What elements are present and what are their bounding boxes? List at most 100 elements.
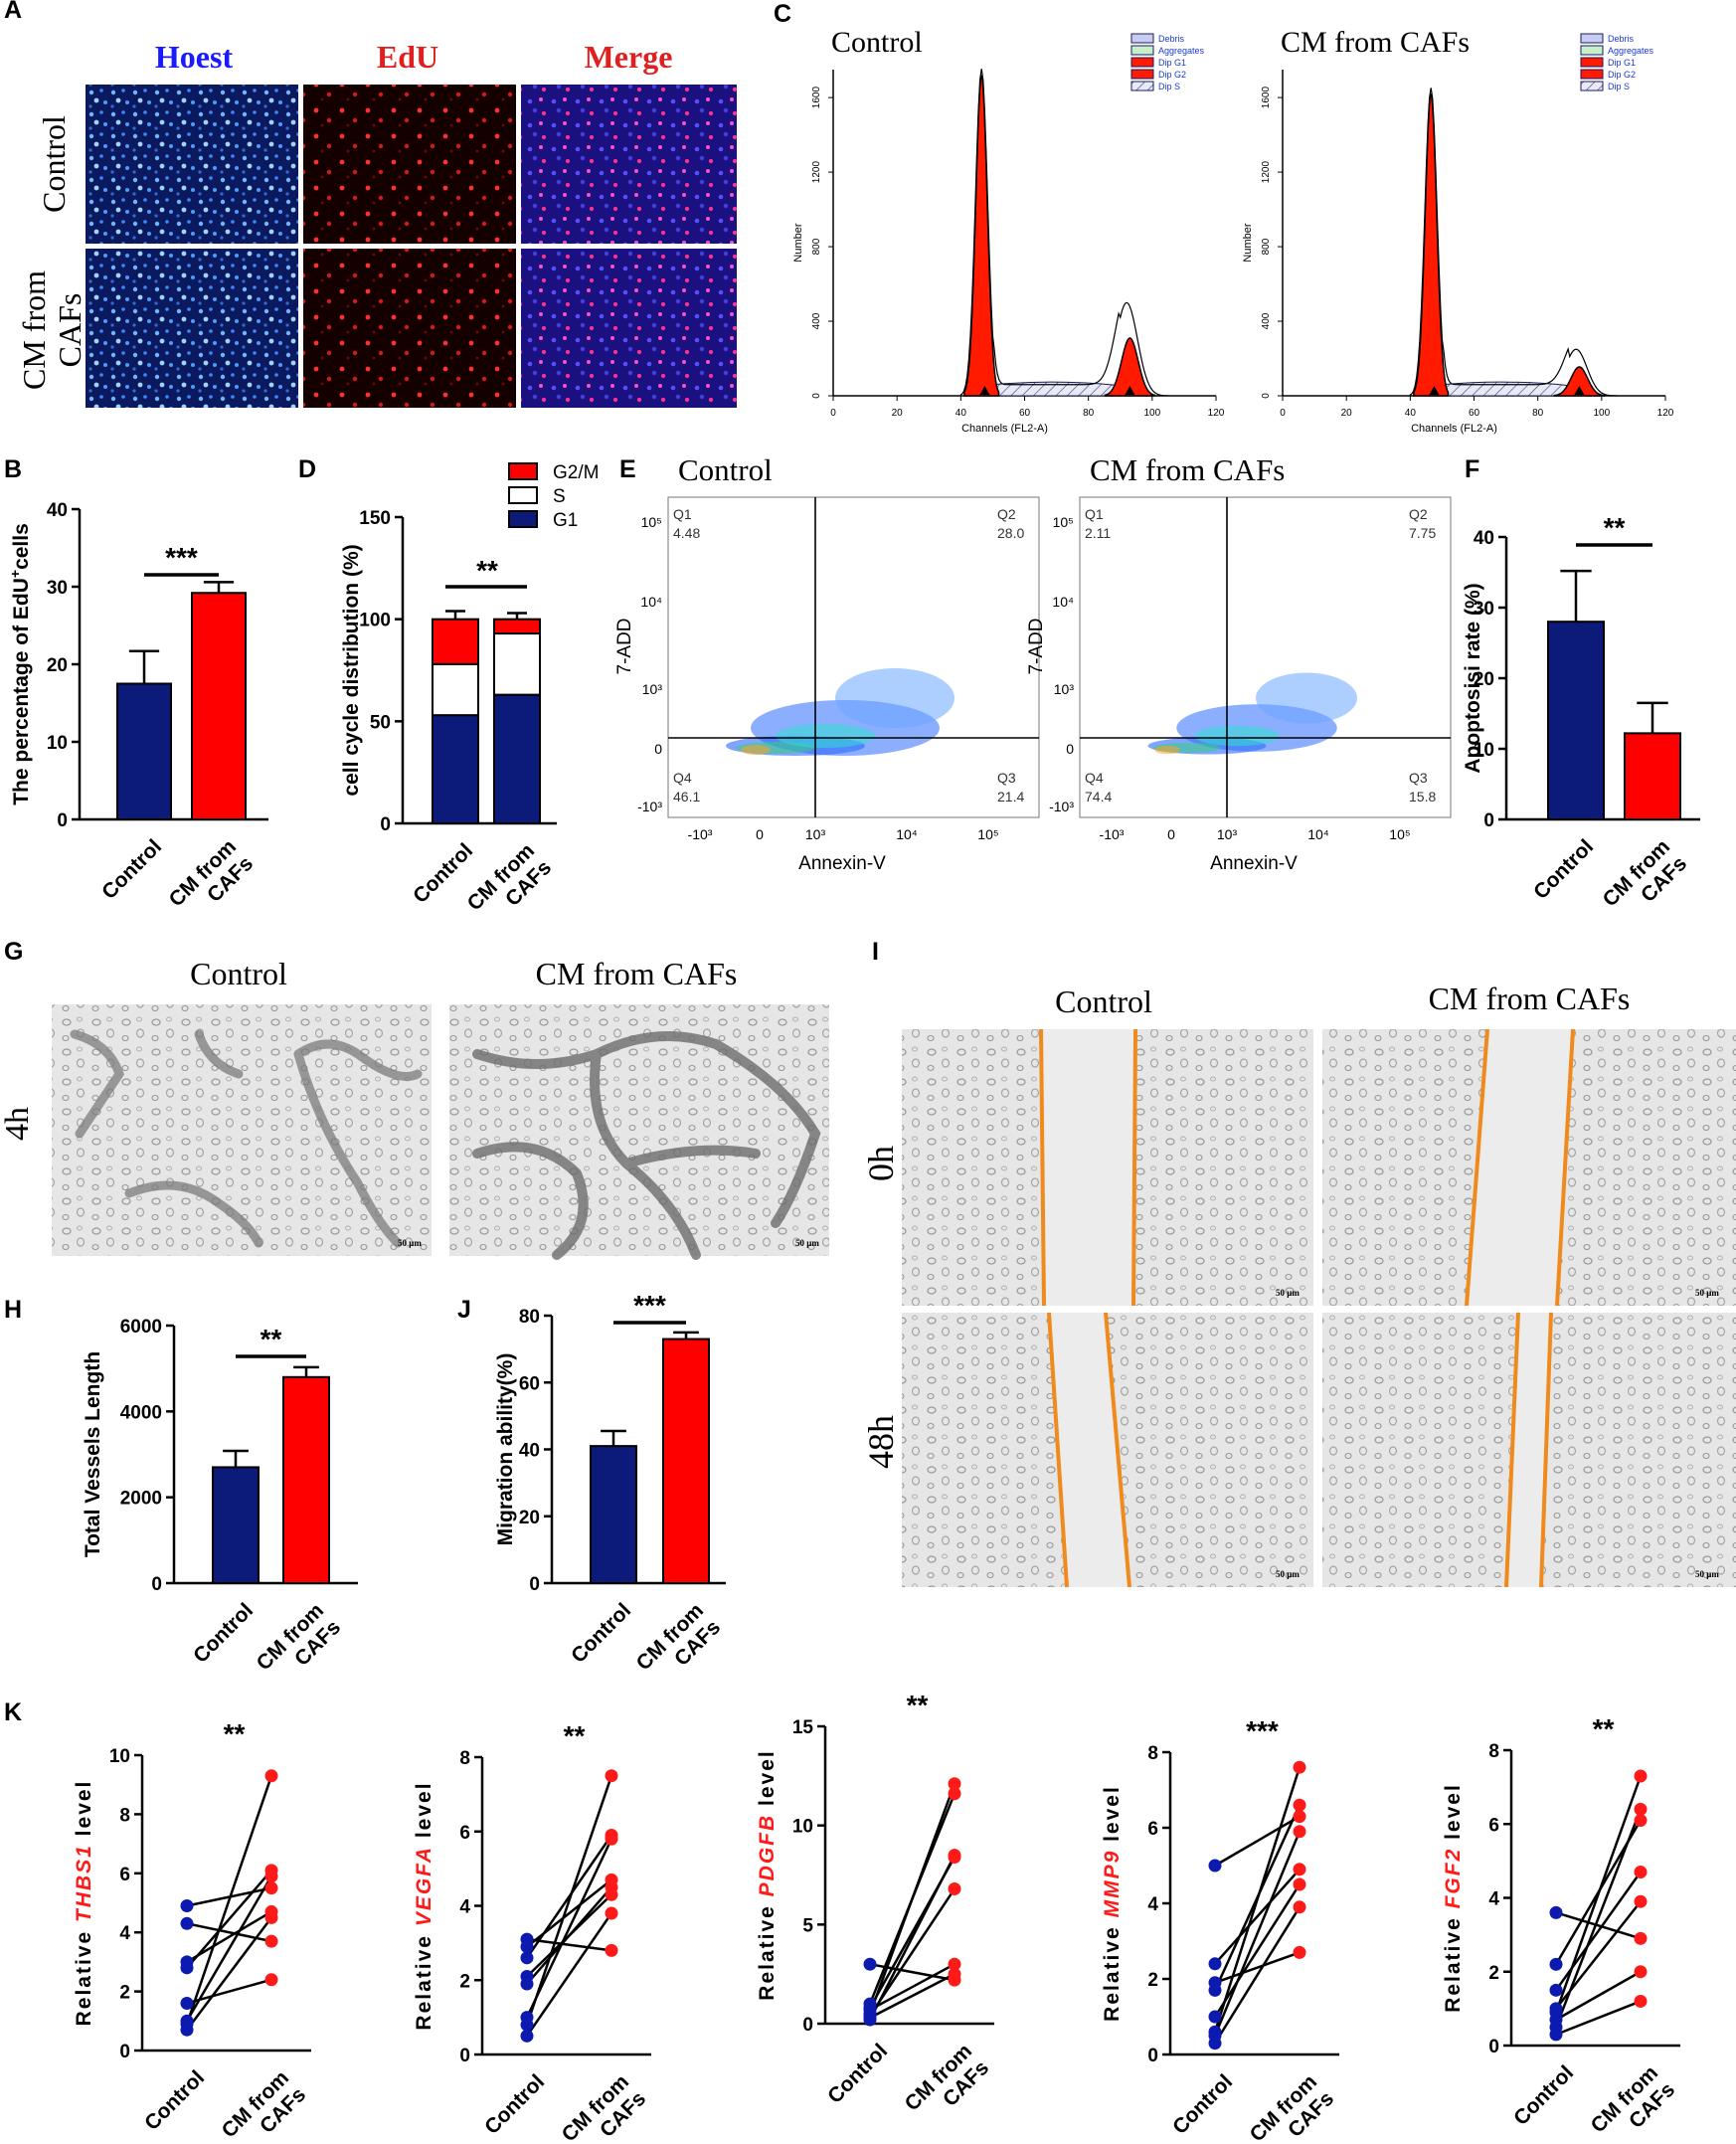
pair-line [1213,1883,1302,2018]
y-axis-label-suffix: level [413,1781,435,1846]
point-cm [1293,1760,1306,1774]
legend-swatch [508,486,538,504]
stack-s [493,632,541,696]
y-tick-label: 10⁵ [1053,514,1074,530]
legend-label: Dip G1 [1608,58,1636,68]
y-tick-label: 20 [1474,669,1494,690]
legend-label: G1 [553,510,578,531]
y-tick-label: 1600 [1261,87,1272,109]
quadrant-name: Q1 [673,506,692,522]
y-tick-label: 4000 [120,1402,162,1423]
category-label-line: Control [1509,2061,1578,2130]
category-label-line: Control [1529,835,1598,904]
y-axis-label-prefix: Relative [73,1922,95,2026]
y-axis-label-prefix: Relative [413,1926,435,2030]
y-axis-label-sup: + [7,570,23,578]
x-tick-label: 20 [1341,408,1353,419]
point-cm [605,1832,618,1846]
panel-i-edge-cm0h-left [1465,1028,1489,1307]
legend-swatch [508,510,538,528]
point-cm [1293,1798,1306,1812]
legend-swatch [1130,69,1154,80]
pair-line [186,1870,272,1969]
y-axis-label: 7-ADD [614,618,635,674]
point-control [520,1951,534,1965]
panel-i: Control CM from CAFs 0h 48h 50 μm 50 μm … [861,981,1736,1588]
y-tick-label: 6 [1147,1819,1158,1840]
stack-g2m [493,618,541,635]
significance-label: *** [1246,1715,1279,1746]
y-tick-label: 20 [519,1508,540,1528]
category-label-line: Control [480,2070,549,2139]
panel-letter-b: B [4,455,22,483]
point-control [180,1916,194,1930]
legend-label: S [553,486,566,507]
pair-line [185,1775,273,2025]
quadrant-name: Q4 [1085,770,1104,786]
legend-label: Aggregates [1158,46,1205,56]
significance-label: ** [564,1720,586,1751]
y-tick-label: 60 [519,1373,540,1394]
y-tick-label: 80 [519,1307,540,1328]
point-control [180,1961,194,1975]
category-label: CM fromCAFs [1587,2061,1679,2144]
stack-g1 [432,714,479,825]
category-label: CM fromCAFs [218,2066,310,2144]
category-label: CM fromCAFs [253,1599,345,1692]
panel-i-scale-4: 50 μm [1695,1569,1719,1579]
category-label: Control [1529,835,1598,904]
y-axis-label-gene: PDGFB [756,1814,779,1897]
panel-i-gap-cm-48h [1506,1313,1551,1587]
point-control [1208,1859,1222,1873]
panel-i-row-48h: 48h [861,1415,901,1469]
panel-i-edge-cm48h-right [1539,1312,1553,1588]
scatter-density [776,724,875,748]
pair-line [1214,1868,1301,1965]
pair-line [1554,1808,1643,2028]
panel-i-edge-c0h-left [1039,1028,1046,1307]
panel-letter-i: I [872,938,879,966]
x-axis-label: Annexin-V [798,853,886,874]
panel-i-scale-3: 50 μm [1276,1569,1300,1579]
panel-g-img-cm [449,1004,829,1256]
y-tick-label: 4 [1488,1889,1499,1910]
panel-i-gap-cm-0h [1467,1029,1573,1306]
point-control [180,2023,194,2037]
point-cm [264,1910,278,1924]
y-tick-label: 30 [1474,599,1494,620]
bar-control [116,682,172,820]
x-tick-label: 10⁴ [1307,826,1329,842]
category-label: Control [1168,2070,1237,2139]
panel-i-scale-1: 50 μm [1276,1288,1300,1298]
y-tick-label: 150 [359,508,391,529]
y-tick-label: 6 [1488,1815,1499,1836]
y-tick-label: 0 [1483,810,1494,831]
panel-a-img-cm-edu [303,249,516,408]
y-tick-label: 0 [57,810,68,831]
y-axis-label-prefix: Relative [756,1896,779,2000]
y-tick-label: 4 [459,1897,470,1918]
quadrant-value: 28.0 [997,525,1024,541]
pair-line [868,1783,956,2015]
panel-letter-d: D [298,455,316,483]
quadrant-value: 7.75 [1409,525,1436,541]
panel-a-img-control-merge [521,85,737,244]
point-cm [1634,1802,1648,1816]
x-tick-label: 10⁵ [1389,826,1410,842]
y-axis-label-gene: VEGFA [413,1846,435,1926]
quadrant-name: Q2 [997,506,1016,522]
point-control [520,1940,534,1954]
y-axis-label-suffix: level [1442,1783,1465,1848]
y-tick-label: 400 [1261,312,1272,329]
legend-label: Dip S [1608,82,1630,91]
bar-control [590,1445,637,1584]
pair-line [1214,1815,1301,1868]
x-tick-label: 40 [955,408,967,419]
pair-line [185,1876,273,2022]
category-label: CM fromCAFs [463,839,556,932]
y-tick-label: 5 [802,1915,813,1936]
x-tick-label: 100 [1143,408,1160,419]
point-cm [1634,1814,1648,1828]
